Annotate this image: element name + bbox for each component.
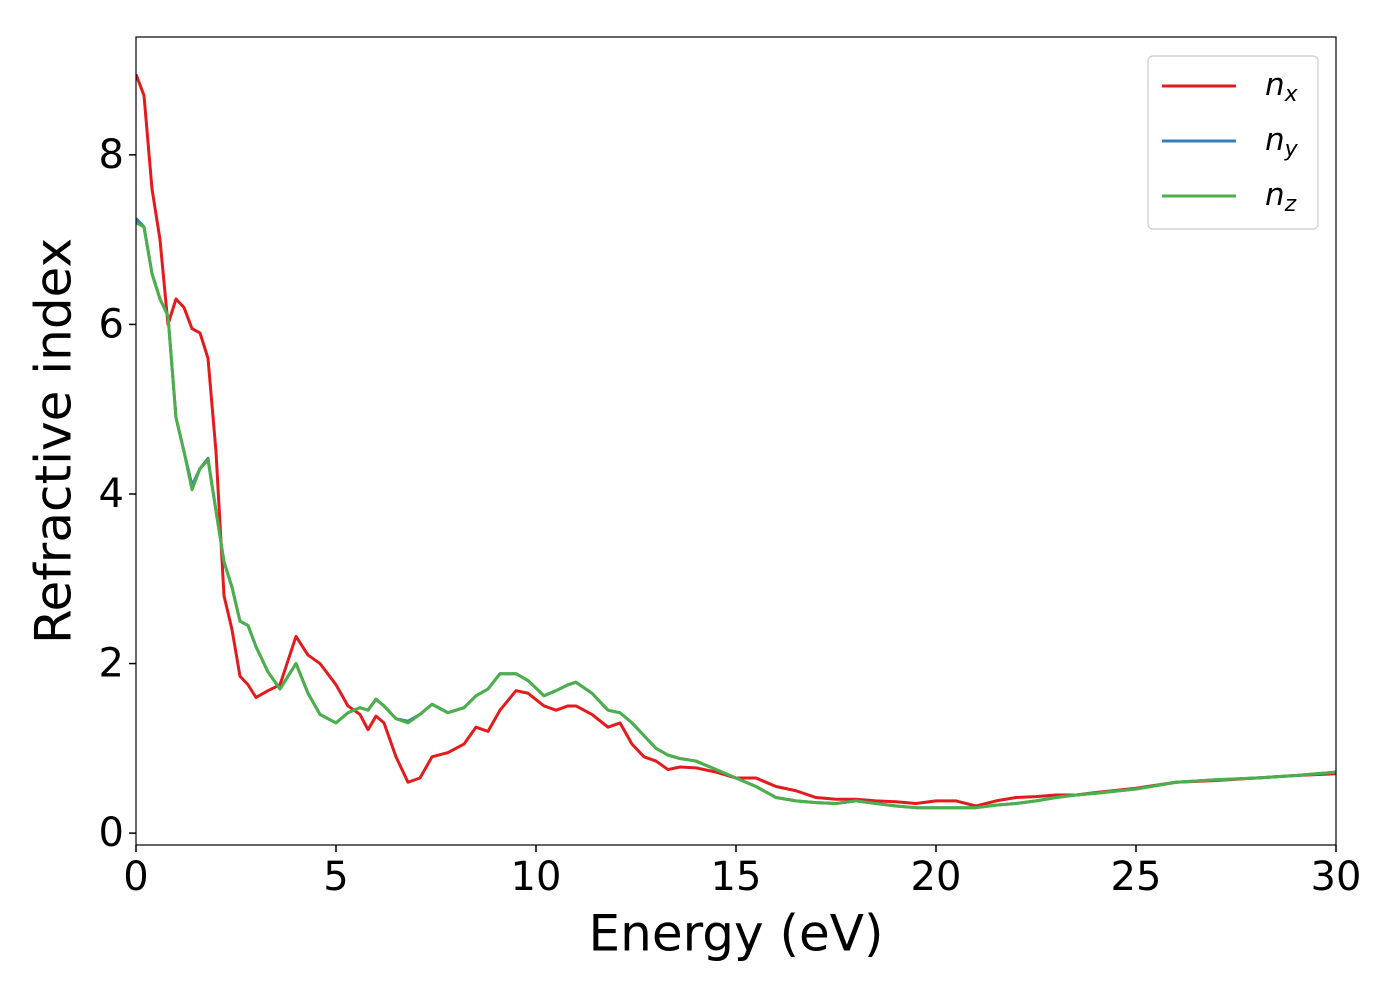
y-axis-label: Refractive index xyxy=(25,238,83,644)
legend-label: ny xyxy=(1265,122,1299,163)
x-tick-label: 0 xyxy=(123,854,148,900)
x-axis-label: Energy (eV) xyxy=(589,905,884,963)
y-tick-label: 8 xyxy=(99,132,124,178)
x-tick-label: 20 xyxy=(911,854,962,900)
y-tick-label: 6 xyxy=(99,301,124,347)
data-line xyxy=(136,73,1336,808)
legend-label: nx xyxy=(1265,67,1299,108)
plot-frame xyxy=(135,36,1337,846)
legend-label: nz xyxy=(1265,177,1297,218)
y-tick-label: 2 xyxy=(99,641,124,687)
y-tick-label: 0 xyxy=(99,810,124,856)
x-tick-label: 25 xyxy=(1111,854,1162,900)
data-line xyxy=(136,221,1336,810)
x-tick-label: 15 xyxy=(711,854,762,900)
x-tick-label: 10 xyxy=(511,854,562,900)
y-tick-label: 4 xyxy=(99,471,124,517)
x-tick-label: 30 xyxy=(1311,854,1362,900)
x-tick-label: 5 xyxy=(323,854,348,900)
